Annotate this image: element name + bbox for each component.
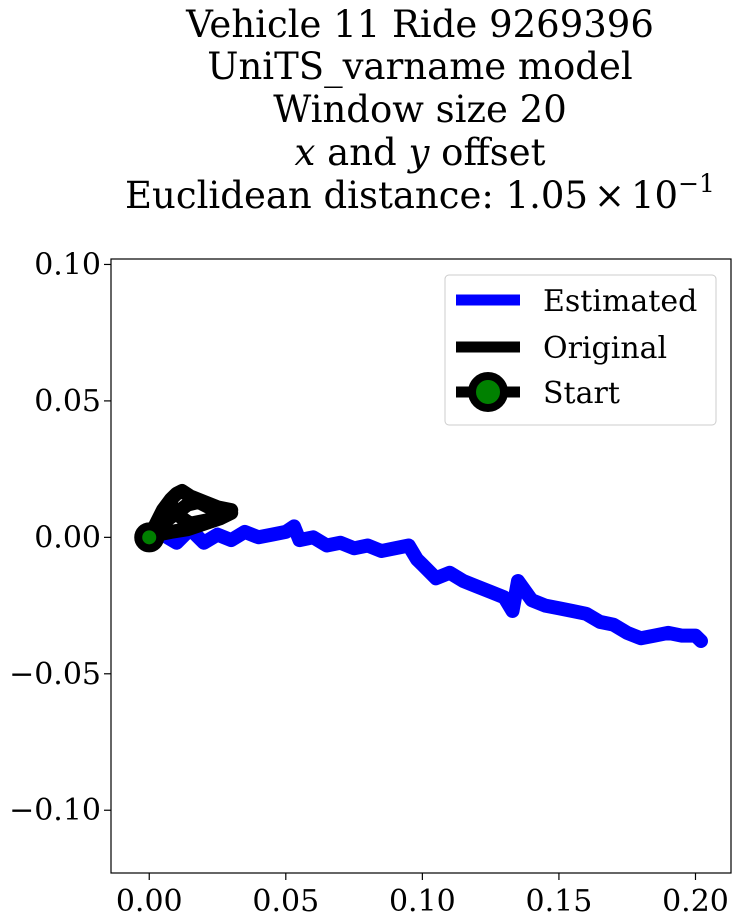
title-distance-mantissa: 1.05 (506, 174, 588, 217)
title-y-symbol: y (407, 131, 431, 174)
legend-original-label: Original (543, 331, 667, 366)
y-tick-label: −0.10 (9, 793, 101, 828)
title-x-symbol: x (295, 131, 316, 174)
legend-estimated-label: Estimated (543, 284, 697, 319)
legend: Estimated Original Start (444, 274, 717, 426)
title-distance-base: 10 (631, 174, 678, 217)
y-axis: 0.10 0.05 0.00 −0.05 −0.10 (9, 247, 111, 828)
title-line-3: Window size 20 (273, 88, 567, 131)
x-tick-label: 0.10 (389, 884, 456, 919)
series-layer (134, 484, 708, 648)
y-tick-label: 0.05 (34, 384, 101, 419)
x-tick-label: 0.20 (662, 884, 729, 919)
x-axis: 0.00 0.05 0.10 0.15 0.20 (116, 873, 729, 919)
y-tick-label: 0.10 (34, 247, 101, 282)
legend-start-label: Start (543, 376, 620, 411)
original-trajectory-line (142, 484, 239, 545)
title-line-4: x and y offset (295, 131, 546, 174)
title-distance-exponent: −1 (678, 169, 715, 198)
title-line-2: UniTS_varname model (207, 45, 632, 89)
start-point-marker (134, 522, 165, 553)
y-tick-label: −0.05 (9, 657, 101, 692)
title-offset-word: offset (429, 131, 545, 174)
y-tick-label: 0.00 (34, 520, 101, 555)
title-distance-times: × (594, 174, 625, 217)
estimated-trajectory-line (142, 519, 708, 648)
x-tick-label: 0.05 (252, 884, 319, 919)
title-line-5: Euclidean distance: 1.05 × 10−1 (125, 169, 715, 217)
legend-start-swatch-marker (468, 372, 508, 412)
x-tick-label: 0.00 (116, 884, 183, 919)
x-tick-label: 0.15 (526, 884, 593, 919)
chart-title: Vehicle 11 Ride 9269396 UniTS_varname mo… (125, 3, 715, 217)
title-distance-prefix: Euclidean distance: (125, 174, 506, 217)
title-and-word: and (315, 131, 408, 174)
title-line-1: Vehicle 11 Ride 9269396 (185, 3, 654, 46)
